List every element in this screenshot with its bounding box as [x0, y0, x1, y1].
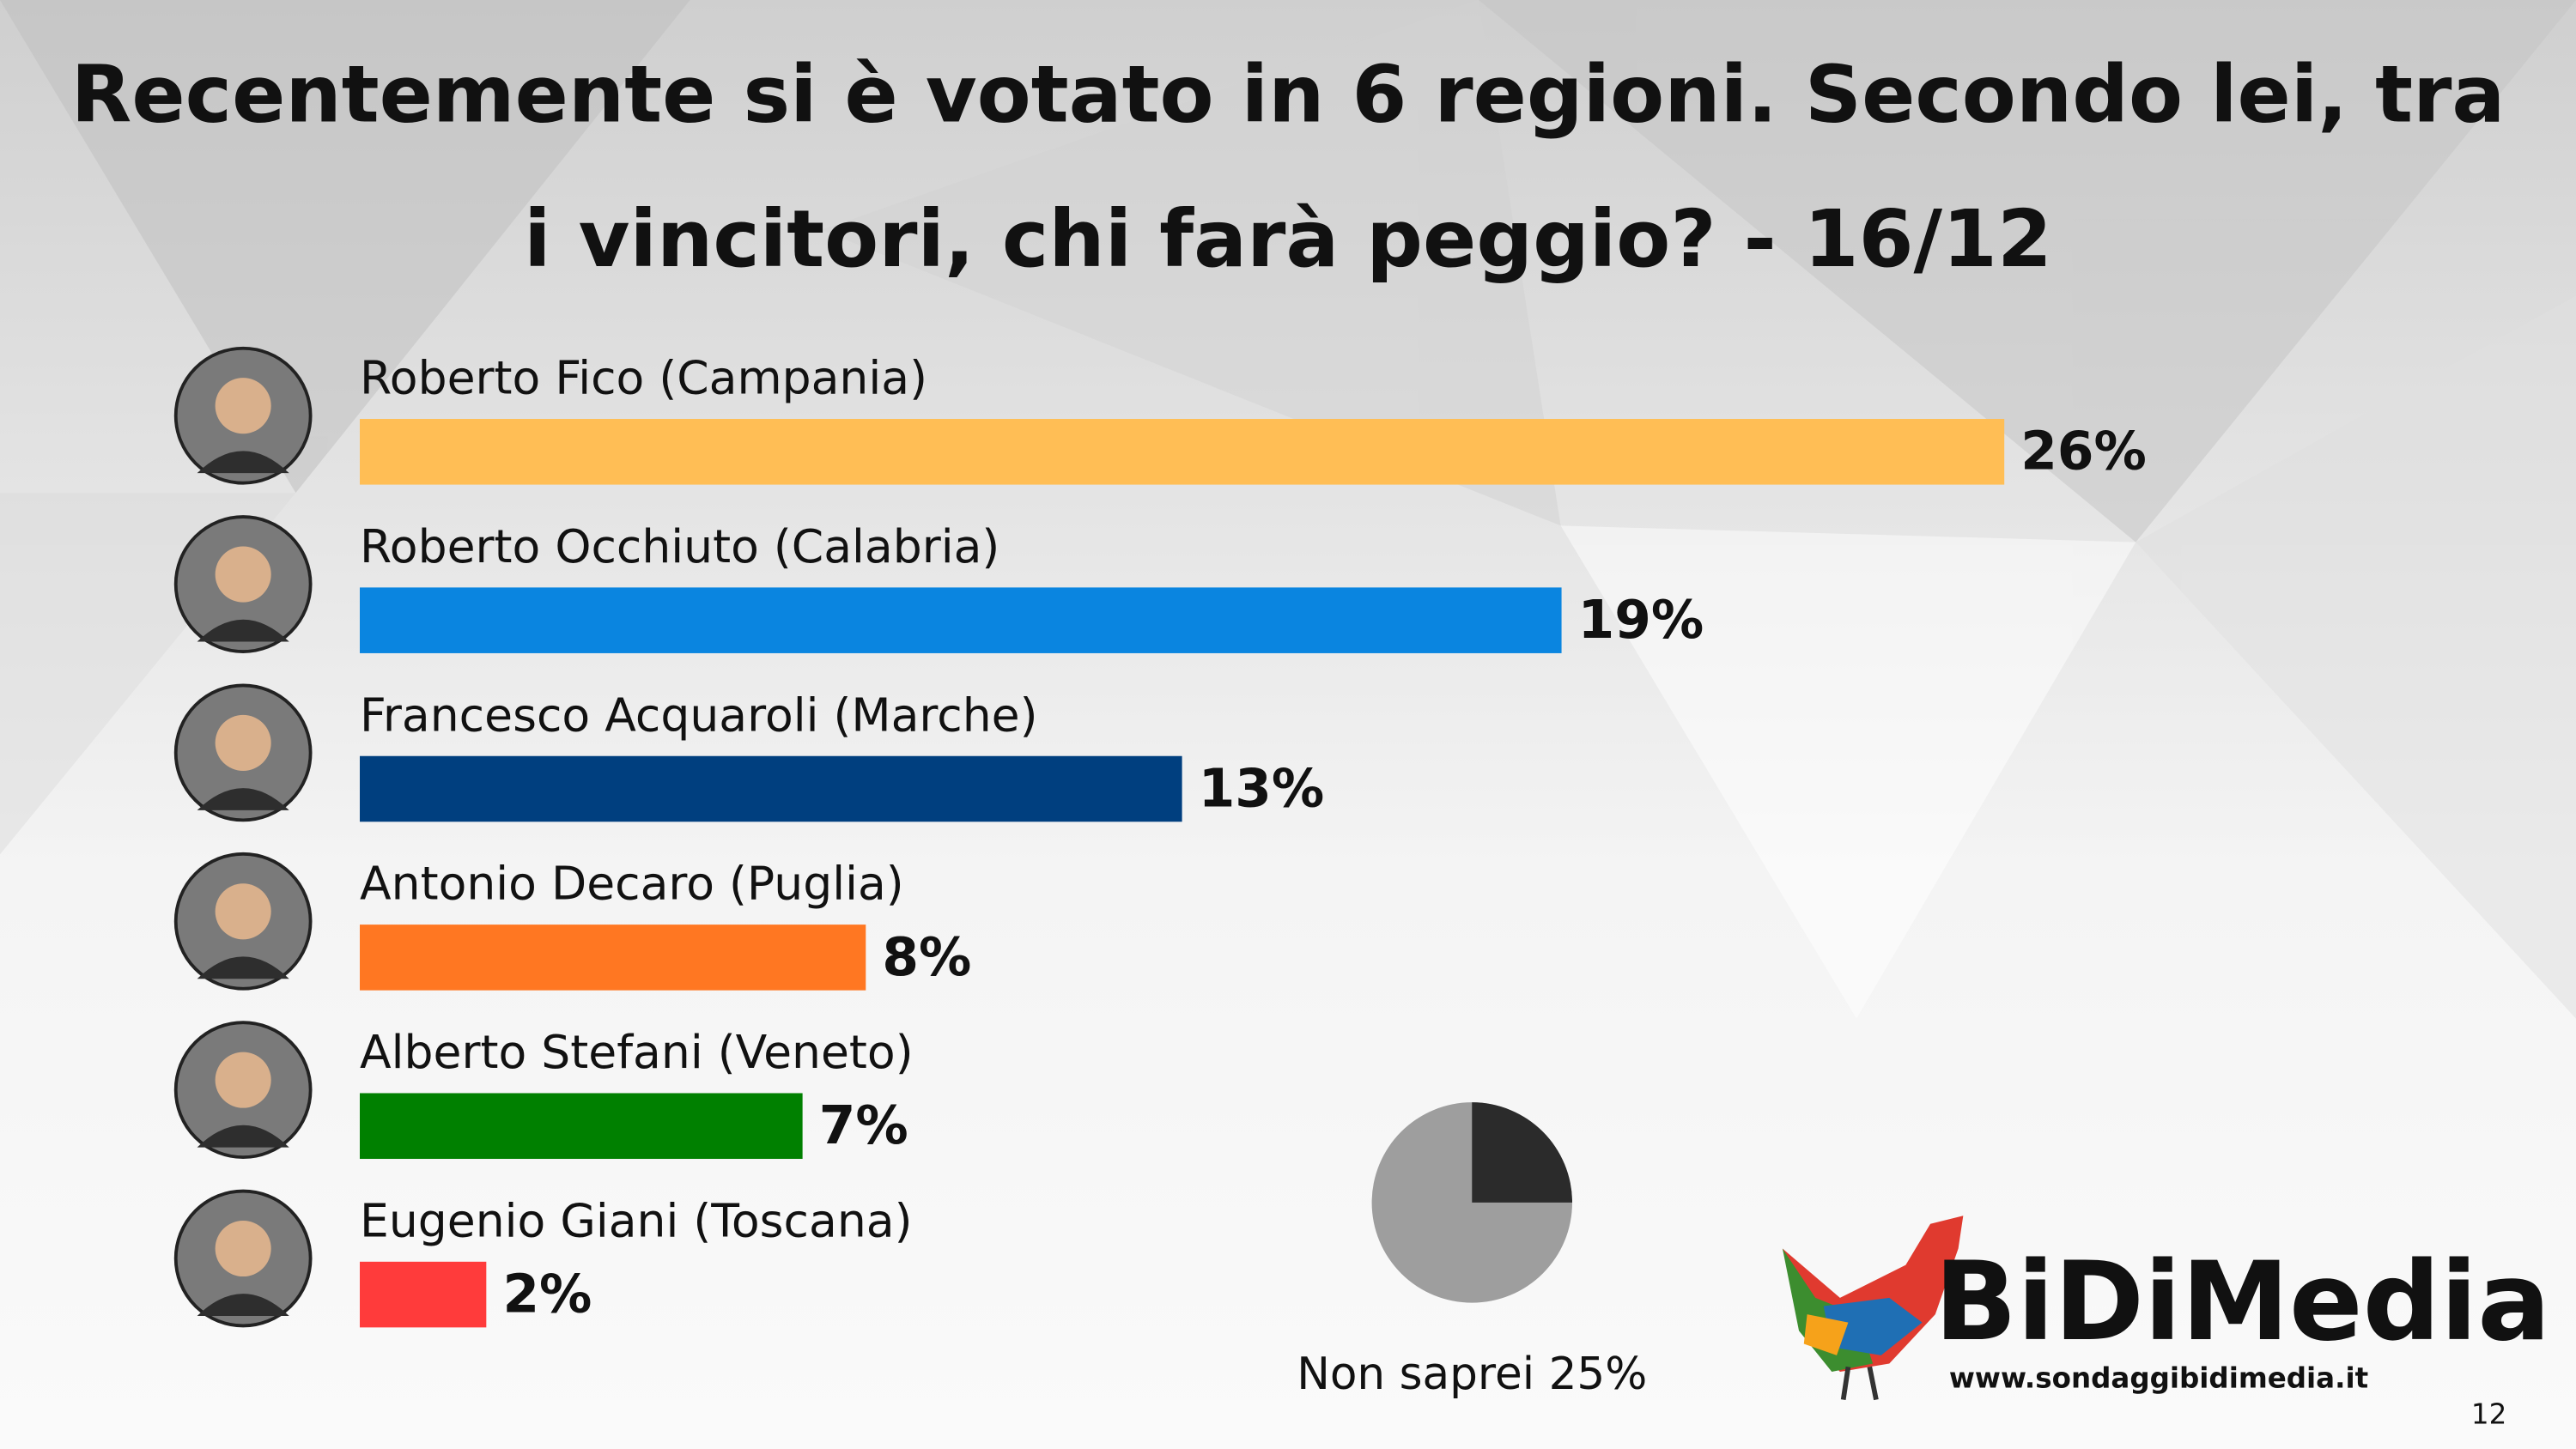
photo-face — [215, 1052, 271, 1108]
logo-url: www.sondaggibidimedia.it — [1949, 1362, 2368, 1395]
photo-face — [215, 378, 271, 434]
background-polygons — [0, 0, 2576, 1019]
photo-body — [197, 956, 289, 979]
category-label: Alberto Stefani (Veneto) — [360, 1025, 914, 1079]
value-label: 13% — [1199, 758, 1325, 819]
category-label: Roberto Occhiuto (Calabria) — [360, 519, 999, 573]
value-label: 2% — [502, 1264, 592, 1325]
category-label: Francesco Acquaroli (Marche) — [360, 688, 1037, 742]
bar — [360, 587, 1562, 653]
photo-body — [197, 788, 289, 810]
chart-title: Recentemente si è votato in 6 regioni. S… — [70, 49, 2506, 287]
page-number: 12 — [2471, 1398, 2506, 1431]
photo-body — [197, 1125, 289, 1148]
photo-face — [215, 714, 271, 771]
bar — [360, 419, 2005, 485]
value-label: 7% — [819, 1095, 908, 1156]
photo-body — [197, 619, 289, 642]
pie-label: Non saprei 25% — [1297, 1349, 1647, 1400]
category-label: Antonio Decaro (Puglia) — [360, 857, 904, 911]
bar — [360, 755, 1182, 822]
photo-face — [215, 1220, 271, 1277]
photo-body — [197, 451, 289, 474]
bar — [360, 925, 866, 991]
category-label: Eugenio Giani (Toscana) — [360, 1193, 912, 1247]
photos — [173, 346, 313, 1328]
logo: BiDiMedia www.sondaggibidimedia.it — [1782, 1216, 2551, 1401]
category-label: Roberto Fico (Campania) — [360, 351, 927, 405]
logo-name: BiDiMedia — [1935, 1239, 2551, 1365]
value-label: 26% — [2020, 421, 2147, 482]
bar — [360, 1261, 487, 1328]
photo-body — [197, 1294, 289, 1316]
value-label: 8% — [882, 927, 971, 988]
pie-slice — [1472, 1102, 1572, 1203]
value-label: 19% — [1578, 590, 1704, 651]
photo-face — [215, 883, 271, 940]
photo-face — [215, 546, 271, 603]
bar — [360, 1093, 803, 1160]
